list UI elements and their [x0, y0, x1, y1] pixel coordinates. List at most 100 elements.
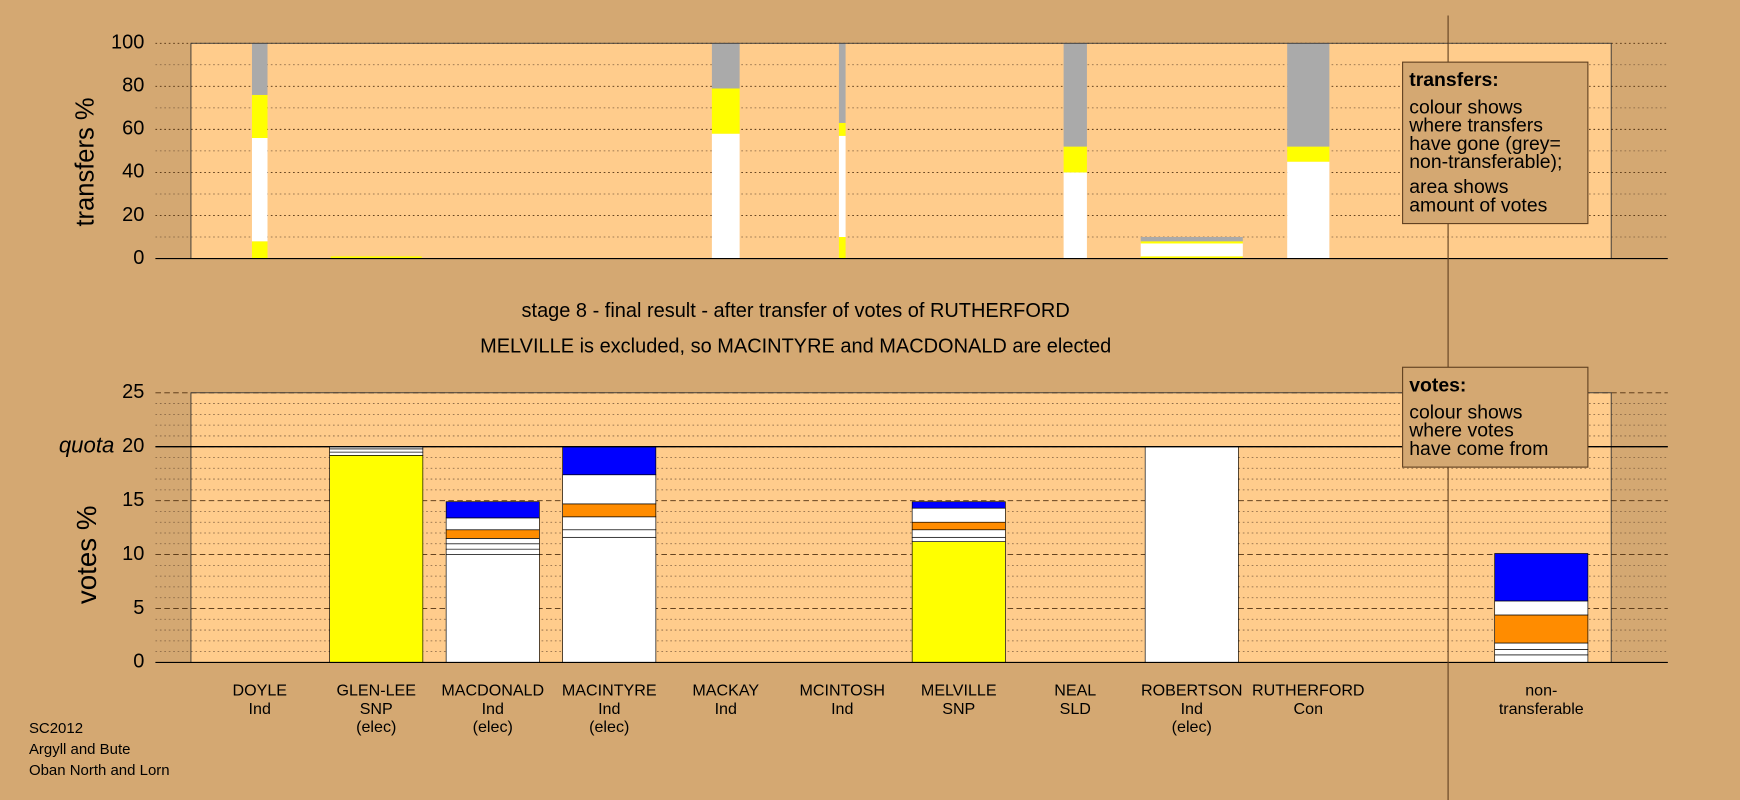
- bar-segment: [562, 446, 657, 476]
- x-tick-label: (elec): [356, 718, 396, 736]
- bar-segment: [251, 241, 268, 259]
- bar-segment: [1494, 642, 1589, 650]
- bar-segment: [1063, 146, 1087, 173]
- legend-title: votes:: [1409, 374, 1466, 396]
- x-tick-label: RUTHERFORD: [1252, 682, 1365, 700]
- bar-segment: [562, 536, 657, 663]
- footer: Oban North and Lorn: [29, 762, 170, 779]
- bar-segment: [562, 503, 657, 518]
- bar-segment: [911, 507, 1006, 523]
- x-tick-label: SLD: [1060, 700, 1091, 718]
- bar-segment: [251, 137, 268, 242]
- x-tick-label: SNP: [360, 700, 393, 718]
- bar-segment: [1494, 553, 1589, 602]
- bar-segment: [1063, 43, 1087, 147]
- bar-segment: [911, 529, 1006, 538]
- bar-segment: [251, 43, 268, 95]
- bar-segment: [1494, 614, 1589, 644]
- x-tick-label: Ind: [831, 700, 853, 718]
- bar-segment: [445, 501, 540, 519]
- bar-segment: [445, 529, 540, 539]
- bar-segment: [329, 455, 424, 663]
- caption: MELVILLE is excluded, so MACINTYRE and M…: [480, 336, 1111, 358]
- y-tick-label: 25: [122, 381, 144, 403]
- x-tick-label: Ind: [249, 700, 271, 718]
- bar-segment: [911, 541, 1006, 663]
- bar-segment: [1494, 600, 1589, 616]
- bar-segment: [445, 517, 540, 531]
- legend-box: [1402, 61, 1589, 225]
- bar-segment: [445, 538, 540, 545]
- bar-segment: [1140, 256, 1243, 259]
- x-tick-label: Con: [1294, 700, 1324, 718]
- footer: SC2012: [29, 720, 83, 737]
- y-axis-label: votes %: [71, 505, 102, 604]
- x-tick-label: transferable: [1499, 700, 1584, 718]
- legend-text: colour shows: [1409, 401, 1522, 423]
- y-tick-label: 5: [133, 597, 144, 619]
- bar-segment: [711, 43, 740, 89]
- legend-text: have gone (grey=: [1409, 133, 1561, 155]
- legend-title: transfers:: [1409, 69, 1499, 91]
- bar-segment: [911, 521, 1006, 531]
- plot-area: [190, 392, 1612, 663]
- y-tick-label: 0: [133, 651, 144, 673]
- bar-segment: [911, 501, 1006, 509]
- legend-box: [1402, 366, 1589, 468]
- legend-text: non-transferable);: [1409, 151, 1562, 173]
- y-tick-label: 20: [122, 435, 144, 457]
- x-tick-label: Ind: [482, 700, 504, 718]
- legend-text: colour shows: [1409, 96, 1522, 118]
- marks: [251, 43, 1589, 663]
- bar-segment: [562, 529, 657, 538]
- bar-segment: [838, 43, 846, 123]
- footer: Argyll and Bute: [29, 741, 131, 758]
- y-axis-label: transfers %: [71, 97, 99, 226]
- x-tick-label: (elec): [473, 718, 513, 736]
- bar-segment: [1144, 446, 1239, 663]
- bar-segment: [329, 448, 424, 453]
- bar-segment: [445, 543, 540, 550]
- bar-segment: [329, 451, 424, 456]
- bar-segment: [251, 94, 268, 138]
- bar-segment: [1494, 649, 1589, 656]
- x-tick-label: MELVILLE: [921, 682, 997, 700]
- y-tick-label: 40: [122, 161, 144, 183]
- x-tick-label: NEAL: [1054, 682, 1096, 700]
- x-tick-label: DOYLE: [232, 682, 287, 700]
- bar-segment: [445, 554, 540, 663]
- bar-segment: [711, 133, 740, 259]
- legend-text: where transfers: [1408, 115, 1543, 137]
- x-tick-label: Ind: [598, 700, 620, 718]
- bar-segment: [330, 256, 422, 259]
- bar-segment: [445, 548, 540, 555]
- bar-segment: [911, 536, 1006, 542]
- bar-segment: [838, 237, 846, 259]
- bar-segment: [1140, 241, 1243, 244]
- bar-segment: [838, 135, 846, 238]
- x-tick-label: MACDONALD: [441, 682, 544, 700]
- legend-text: area shows: [1409, 176, 1508, 198]
- y-tick-label: 20: [122, 204, 144, 226]
- legend-text: where votes: [1408, 420, 1514, 442]
- y-tick-label: 10: [122, 543, 144, 565]
- y-tick-label: 60: [122, 118, 144, 140]
- x-tick-label: SNP: [942, 700, 975, 718]
- bar-segment: [1287, 43, 1330, 147]
- bar-segment: [711, 88, 740, 134]
- x-tick-label: GLEN-LEE: [336, 682, 416, 700]
- x-tick-label: non-: [1525, 682, 1557, 700]
- x-tick-label: (elec): [1172, 718, 1212, 736]
- x-tick-label: MCINTOSH: [800, 682, 885, 700]
- legend-text: amount of votes: [1409, 195, 1547, 217]
- caption: stage 8 - final result - after transfer …: [522, 300, 1070, 322]
- x-tick-label: (elec): [589, 718, 629, 736]
- y-tick-label: 15: [122, 489, 144, 511]
- bar-segment: [1287, 161, 1330, 259]
- bar-segment: [1140, 243, 1243, 257]
- y-tick-label: 100: [111, 32, 144, 54]
- bar-segment: [562, 516, 657, 531]
